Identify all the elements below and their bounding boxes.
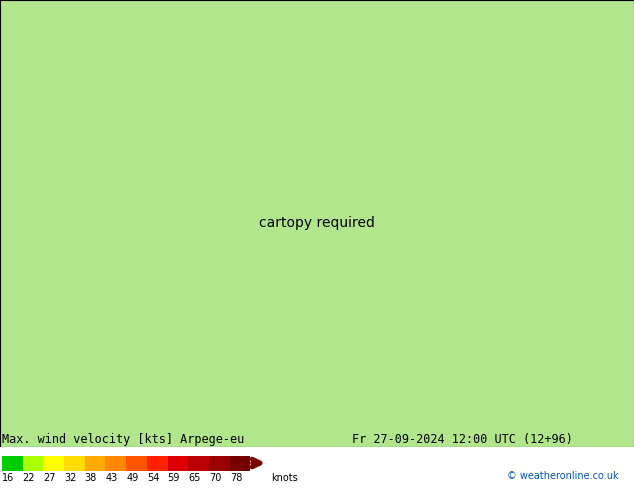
Text: knots: knots	[271, 473, 298, 483]
Text: 70: 70	[209, 473, 221, 483]
Bar	[188, 456, 209, 470]
Text: cartopy required: cartopy required	[259, 217, 375, 230]
Bar	[167, 456, 188, 470]
Text: 65: 65	[188, 473, 201, 483]
Text: 54: 54	[147, 473, 159, 483]
Bar	[43, 456, 64, 470]
Bar	[209, 456, 230, 470]
Text: © weatheronline.co.uk: © weatheronline.co.uk	[507, 471, 619, 481]
Text: 78: 78	[230, 473, 242, 483]
Bar	[230, 456, 250, 470]
Bar	[23, 456, 43, 470]
Bar	[105, 456, 126, 470]
Text: 32: 32	[64, 473, 77, 483]
Text: 27: 27	[43, 473, 56, 483]
Text: 43: 43	[105, 473, 118, 483]
Text: 38: 38	[85, 473, 97, 483]
Text: 59: 59	[167, 473, 180, 483]
Bar	[2, 456, 23, 470]
Text: Max. wind velocity [kts] Arpege-eu: Max. wind velocity [kts] Arpege-eu	[2, 433, 244, 446]
Text: Fr 27-09-2024 12:00 UTC (12+96): Fr 27-09-2024 12:00 UTC (12+96)	[352, 433, 573, 446]
Bar	[147, 456, 167, 470]
Text: 22: 22	[23, 473, 35, 483]
Bar	[64, 456, 85, 470]
Text: 16: 16	[2, 473, 14, 483]
Text: 49: 49	[126, 473, 138, 483]
Bar	[85, 456, 105, 470]
Bar	[126, 456, 147, 470]
